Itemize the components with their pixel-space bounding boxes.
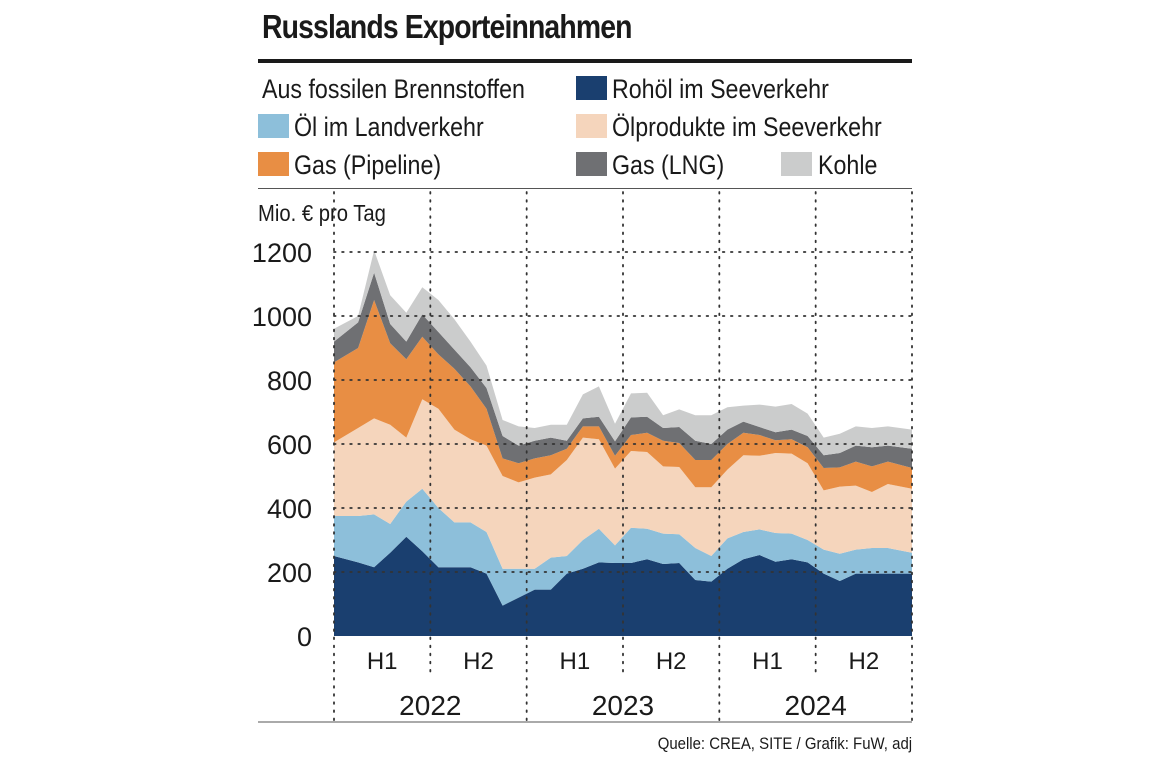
x-tick-label-h1-0: H1	[367, 648, 398, 675]
y-tick-label-800: 800	[267, 366, 312, 396]
x-tick-label-h1-4: H1	[752, 648, 783, 675]
y-tick-label-200: 200	[267, 558, 312, 588]
x-tick-label-h2-3: H2	[656, 648, 687, 675]
area-oil_land	[334, 488, 912, 606]
legend-divider	[258, 188, 912, 189]
y-tick-label-0: 0	[297, 622, 312, 652]
x-year-label-2024: 2024	[785, 690, 847, 721]
x-year-label-2023: 2023	[592, 690, 654, 721]
legend-swatch-gas-pipeline	[258, 152, 289, 176]
area-gas_lng	[334, 272, 912, 468]
legend-subtitle: Aus fossilen Brennstoffen	[262, 74, 525, 104]
x-tick-label-h2-5: H2	[848, 648, 879, 675]
chart-title: Russlands Exporteinnahmen	[262, 8, 632, 45]
legend-swatch-coal	[781, 152, 812, 176]
x-tick-label-h2-1: H2	[463, 648, 494, 675]
legend-label-coal: Kohle	[818, 150, 878, 180]
legend-label-gas-pipeline: Gas (Pipeline)	[294, 150, 442, 180]
legend-swatch-crude-sea	[576, 76, 607, 100]
legend-label-gas-lng: Gas (LNG)	[612, 150, 725, 180]
legend-swatch-products-sea	[576, 114, 607, 138]
title-divider	[258, 59, 912, 63]
x-year-label-2022: 2022	[399, 690, 461, 721]
legend-swatch-oil-land	[258, 114, 289, 138]
legend-label-crude-sea: Rohöl im Seeverkehr	[612, 74, 829, 104]
source-credit: Quelle: CREA, SITE / Grafik: FuW, adj	[657, 734, 912, 753]
x-tick-label-h1-2: H1	[559, 648, 590, 675]
y-tick-label-1200: 1200	[252, 238, 312, 268]
legend-swatch-gas-lng	[576, 152, 607, 176]
area-coal	[334, 250, 912, 456]
legend-label-oil-land: Öl im Landverkehr	[294, 112, 484, 142]
y-axis-unit-label: Mio. € pro Tag	[258, 200, 386, 226]
y-tick-label-600: 600	[267, 430, 312, 460]
y-tick-label-400: 400	[267, 494, 312, 524]
area-gas_pipeline	[334, 300, 912, 492]
legend-label-products-sea: Ölprodukte im Seeverkehr	[612, 112, 882, 142]
area-crude_sea	[334, 536, 912, 636]
y-tick-label-1000: 1000	[252, 302, 312, 332]
